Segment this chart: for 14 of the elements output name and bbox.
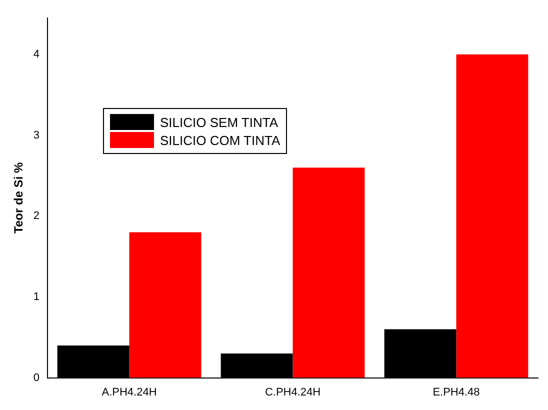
y-tick-label: 1 [33,290,40,303]
bar [456,54,528,378]
y-tick-label: 3 [33,129,40,142]
legend-label: SILICIO SEM TINTA [160,114,278,130]
y-tick-label: 2 [33,210,40,222]
x-tick-label: C.PH4.24H [264,386,321,398]
legend-label: SILICIO COM TINTA [160,132,280,148]
y-tick-label: 4 [33,48,40,60]
bar [292,168,365,378]
x-tick-label: A.PH4.24H [102,386,157,398]
x-tick-label: E.PH4.48 [432,386,480,398]
y-axis-title: Teor de Si % [12,162,26,234]
bar [129,232,202,378]
y-tick-label: 0 [33,372,40,384]
